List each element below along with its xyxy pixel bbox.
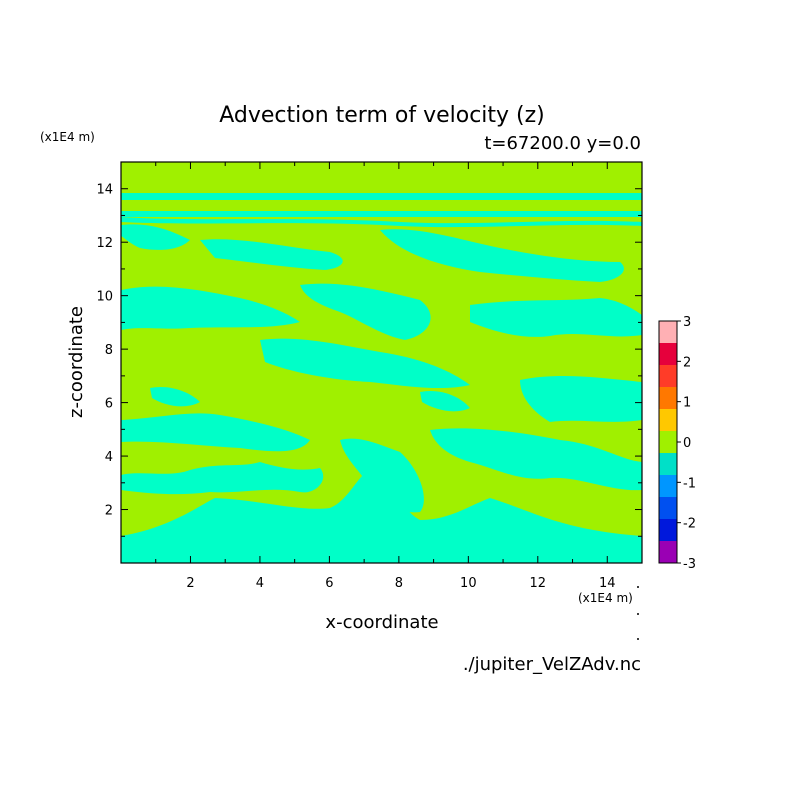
region [430,428,642,491]
region [260,338,470,389]
region [121,413,310,452]
colorbar-swatch [659,321,677,343]
y-tick-label: 4 [105,450,113,465]
region [121,211,642,217]
plot-area [121,162,642,563]
y-tick-label: 8 [105,343,113,358]
colorbar-label: -1 [683,476,696,491]
colorbar-swatch [659,387,677,409]
colorbar-swatch [659,497,677,519]
region [420,390,470,412]
x-tick-label: 2 [186,576,194,591]
colorbar-label: 3 [683,315,691,330]
colorbar-label: 1 [683,396,691,411]
colorbar-swatch [659,519,677,541]
x-tick-label: 8 [395,576,403,591]
region [340,438,424,513]
chart-subtitle: t=67200.0 y=0.0 [484,133,641,154]
region [121,470,642,563]
region [121,462,324,495]
x-axis-label: x-coordinate [325,612,438,633]
x-tick-label: 10 [460,576,477,591]
colorbar-label: 2 [683,355,691,370]
colorbar-label: 0 [683,436,691,451]
colorbar-label: -2 [683,517,696,532]
y-tick-label: 12 [96,236,113,251]
x-axis: 2 4 6 8 10 12 14 [155,162,616,591]
colorbar-swatch [659,365,677,387]
y-unit-label: (x1E4 m) [40,130,95,144]
colorbar-swatch [659,343,677,365]
y-axis-label: z-coordinate [66,306,87,418]
colorbar-swatch [659,541,677,563]
y-tick-label: 14 [96,183,113,198]
region [121,193,642,200]
source-filename: ./jupiter_VelZAdv.nc [463,654,641,675]
marker-dot [637,613,639,615]
y-tick-label: 6 [105,397,113,412]
region [300,283,431,340]
region [121,286,300,330]
region [121,217,642,228]
x-tick-label: 12 [530,576,547,591]
x-unit-label: (x1E4 m) [578,591,633,605]
region [560,398,615,417]
x-tick-label: 6 [325,576,333,591]
colorbar-swatch [659,431,677,453]
colorbar-swatch [659,453,677,475]
region [150,386,200,407]
colorbar: -3 -2 -1 0 1 2 3 [658,315,696,572]
region [380,229,624,282]
region [470,298,642,337]
marker-dot [637,586,639,588]
x-tick-label: 4 [256,576,264,591]
colorbar-label: -3 [683,557,696,572]
y-tick-label: 2 [105,504,113,519]
colorbar-swatch [659,409,677,431]
colorbar-swatch [659,475,677,497]
negative-regions [121,193,642,563]
region [200,239,343,270]
marker-dot [637,638,639,640]
plot-frame [120,161,643,564]
region [121,224,190,250]
chart-title: Advection term of velocity (z) [219,103,545,128]
y-tick-label: 10 [96,290,113,305]
y-axis: 2 4 6 8 10 12 14 [96,183,642,537]
x-tick-label: 14 [599,576,616,591]
